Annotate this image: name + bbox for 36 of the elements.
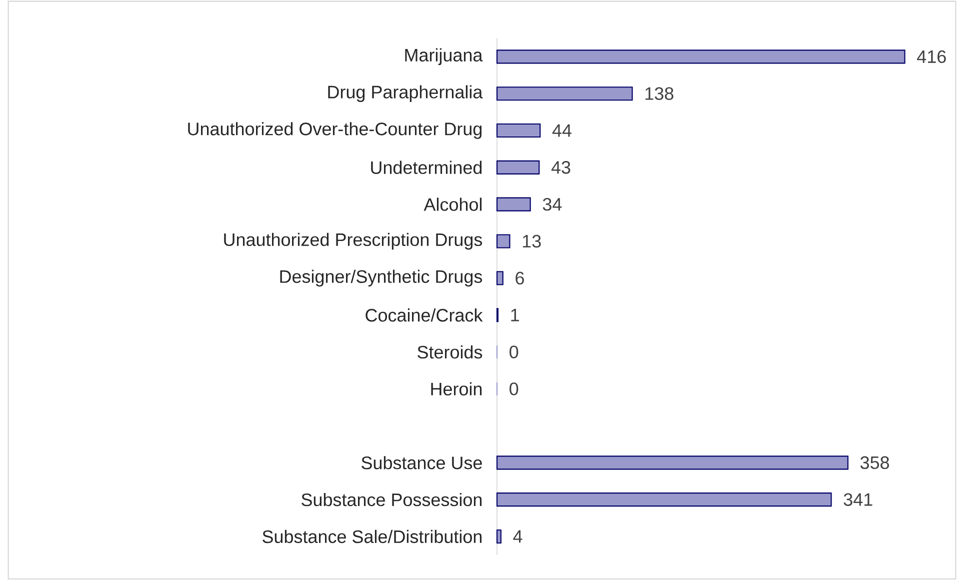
y-tick-label: Undetermined xyxy=(371,160,482,174)
data-label: 358 xyxy=(860,456,889,469)
bar xyxy=(496,234,510,248)
y-tick-label: Drug Paraphernalia xyxy=(328,85,483,102)
bar xyxy=(496,86,633,101)
y-tick-label: Substance Use xyxy=(362,456,482,470)
y-tick-label: Steroids xyxy=(418,345,482,358)
y-tick-label: Designer/Synthetic Drugs xyxy=(280,270,482,286)
data-label: 34 xyxy=(542,198,562,211)
bar xyxy=(496,123,541,138)
data-label: 0 xyxy=(510,382,518,396)
y-tick-label: Marijuana xyxy=(405,48,483,65)
y-tick-label: Substance Sale/Distribution xyxy=(262,530,482,543)
bar xyxy=(496,160,540,174)
data-label: 4 xyxy=(513,530,522,543)
y-tick-label: Heroin xyxy=(431,382,482,396)
y-tick-label: Alcohol xyxy=(424,198,482,211)
data-label: 13 xyxy=(522,234,541,248)
bar xyxy=(496,492,832,507)
y-tick-label: Cocaine/Crack xyxy=(366,308,483,322)
y-tick-label: Substance Possession xyxy=(302,492,482,506)
data-label: 138 xyxy=(646,87,674,100)
bar xyxy=(496,50,906,64)
y-tick-label: Unauthorized Over-the-Counter Drug xyxy=(188,122,482,139)
bar xyxy=(496,456,848,470)
data-label: 44 xyxy=(552,124,572,137)
bar xyxy=(496,529,502,544)
data-label: 6 xyxy=(516,272,524,284)
data-label: 341 xyxy=(844,493,872,506)
data-label: 43 xyxy=(551,160,570,174)
data-label: 416 xyxy=(917,50,946,63)
bar xyxy=(496,271,504,286)
bar xyxy=(496,197,531,212)
data-label: 0 xyxy=(510,345,518,358)
y-tick-label: Unauthorized Prescription Drugs xyxy=(224,232,482,250)
data-label: 1 xyxy=(511,308,519,322)
